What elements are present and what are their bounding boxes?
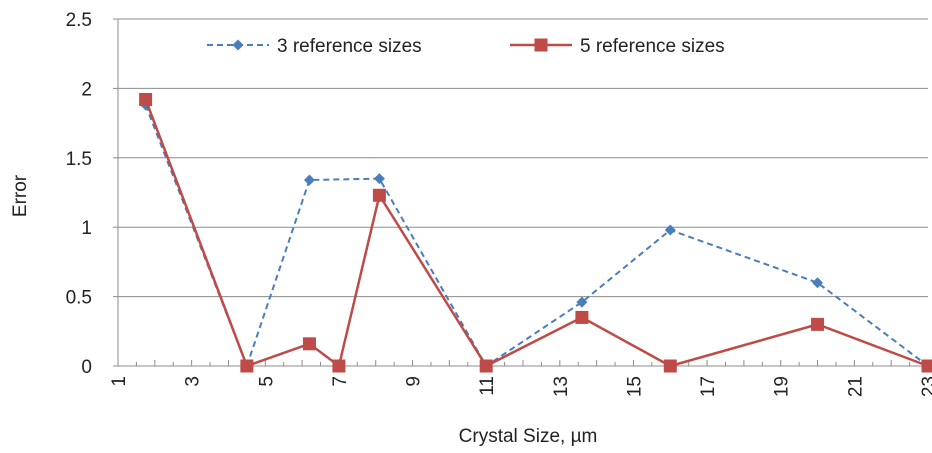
square-marker	[922, 360, 932, 373]
x-tick-label: 3	[183, 376, 204, 387]
x-tick-label: 23	[919, 376, 932, 397]
x-tick-label: 1	[109, 376, 130, 387]
series-2	[139, 93, 932, 372]
x-tick-label: 7	[330, 376, 351, 387]
diamond-marker	[304, 175, 315, 186]
x-tick-label: 17	[698, 376, 719, 397]
y-tick-label: 2	[81, 79, 92, 100]
square-marker	[139, 93, 152, 106]
x-tick-label: 19	[772, 376, 793, 397]
y-tick-label: 1	[81, 218, 92, 239]
legend: 3 reference sizes 5 reference sizes	[207, 36, 725, 57]
legend-item-1: 3 reference sizes	[207, 36, 422, 57]
y-tick-label: 1.5	[66, 149, 92, 170]
square-marker	[664, 360, 677, 373]
x-tick-label: 21	[845, 376, 866, 397]
legend-label: 5 reference sizes	[580, 36, 725, 57]
square-marker	[575, 311, 588, 324]
square-marker	[811, 318, 824, 331]
x-tick-label: 11	[477, 376, 498, 396]
grid-lines	[118, 19, 928, 297]
series-line	[146, 100, 928, 366]
square-marker	[480, 360, 493, 373]
legend-label: 3 reference sizes	[277, 36, 422, 57]
square-marker	[535, 39, 548, 52]
x-axis-title: Crystal Size, µm	[459, 426, 598, 447]
x-tick-label: 13	[551, 376, 572, 397]
legend-item-2: 5 reference sizes	[510, 36, 725, 57]
y-tick-label: 0.5	[66, 288, 92, 309]
y-tick-label: 0	[81, 357, 92, 378]
square-marker	[240, 360, 253, 373]
diamond-marker	[374, 173, 385, 184]
y-tick-label: 2.5	[66, 10, 92, 31]
diamond-marker	[233, 40, 244, 51]
square-marker	[373, 189, 386, 202]
y-axis-title: Error	[10, 174, 31, 217]
square-marker	[303, 337, 316, 350]
x-tick-label: 15	[624, 376, 645, 397]
x-tick-label: 5	[256, 376, 277, 387]
x-tick-label: 9	[404, 376, 425, 387]
square-marker	[332, 360, 345, 373]
series	[139, 93, 932, 372]
